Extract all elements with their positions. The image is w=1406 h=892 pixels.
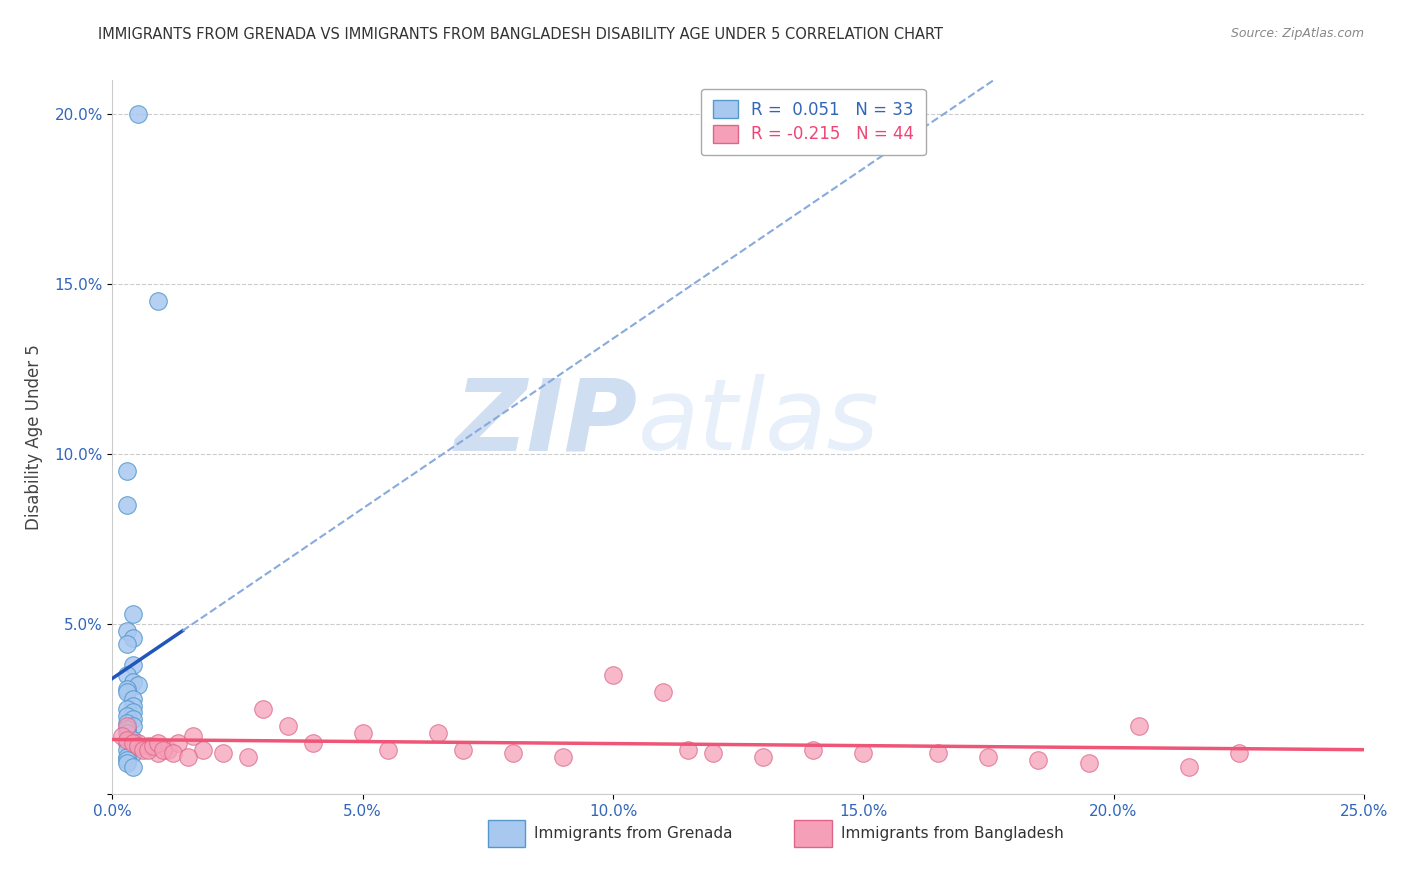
- Point: [117, 498, 139, 512]
- Point: [121, 674, 143, 689]
- Text: IMMIGRANTS FROM GRENADA VS IMMIGRANTS FROM BANGLADESH DISABILITY AGE UNDER 5 COR: IMMIGRANTS FROM GRENADA VS IMMIGRANTS FR…: [98, 27, 943, 42]
- Point: [117, 719, 139, 733]
- Point: [146, 294, 169, 309]
- Point: [977, 749, 1000, 764]
- Text: Immigrants from Bangladesh: Immigrants from Bangladesh: [841, 826, 1063, 841]
- Point: [146, 736, 169, 750]
- Point: [121, 736, 143, 750]
- Point: [127, 736, 149, 750]
- Text: atlas: atlas: [638, 375, 880, 471]
- Point: [852, 746, 875, 760]
- Point: [676, 742, 699, 756]
- Point: [252, 702, 274, 716]
- Point: [121, 706, 143, 720]
- Point: [121, 657, 143, 672]
- Point: [1077, 756, 1099, 771]
- Point: [152, 742, 174, 756]
- Text: ZIP: ZIP: [456, 375, 638, 471]
- Point: [191, 742, 214, 756]
- Point: [117, 715, 139, 730]
- Point: [121, 746, 143, 760]
- Point: [277, 719, 299, 733]
- Point: [121, 631, 143, 645]
- Point: [1227, 746, 1250, 760]
- FancyBboxPatch shape: [794, 821, 832, 847]
- Text: Source: ZipAtlas.com: Source: ZipAtlas.com: [1230, 27, 1364, 40]
- Point: [121, 607, 143, 621]
- Point: [117, 668, 139, 682]
- Point: [451, 742, 474, 756]
- Point: [551, 749, 574, 764]
- Point: [121, 719, 143, 733]
- Point: [117, 708, 139, 723]
- Point: [127, 739, 149, 754]
- Point: [156, 742, 179, 756]
- Point: [117, 753, 139, 767]
- Point: [127, 107, 149, 121]
- Point: [117, 723, 139, 737]
- Point: [752, 749, 775, 764]
- Text: Immigrants from Grenada: Immigrants from Grenada: [534, 826, 733, 841]
- Point: [502, 746, 524, 760]
- Point: [117, 624, 139, 638]
- Point: [117, 732, 139, 747]
- Point: [111, 729, 134, 743]
- Point: [301, 736, 323, 750]
- Point: [136, 742, 159, 756]
- Point: [146, 746, 169, 760]
- Point: [377, 742, 399, 756]
- Point: [702, 746, 724, 760]
- Point: [652, 685, 675, 699]
- Point: [141, 739, 163, 754]
- Point: [1028, 753, 1050, 767]
- Point: [121, 698, 143, 713]
- Point: [136, 739, 159, 754]
- Point: [927, 746, 949, 760]
- Legend: R =  0.051   N = 33, R = -0.215   N = 44: R = 0.051 N = 33, R = -0.215 N = 44: [702, 88, 925, 155]
- Point: [181, 729, 204, 743]
- Y-axis label: Disability Age Under 5: Disability Age Under 5: [25, 344, 44, 530]
- FancyBboxPatch shape: [488, 821, 526, 847]
- Point: [117, 702, 139, 716]
- Point: [801, 742, 824, 756]
- Point: [121, 760, 143, 774]
- Point: [131, 742, 153, 756]
- Point: [117, 736, 139, 750]
- Point: [166, 736, 188, 750]
- Point: [117, 725, 139, 739]
- Point: [117, 464, 139, 478]
- Point: [117, 756, 139, 771]
- Point: [176, 749, 198, 764]
- Point: [117, 742, 139, 756]
- Point: [1177, 760, 1199, 774]
- Point: [117, 637, 139, 651]
- Point: [602, 668, 624, 682]
- Point: [117, 749, 139, 764]
- Point: [127, 678, 149, 692]
- Point: [121, 732, 143, 747]
- Point: [426, 725, 449, 739]
- Point: [236, 749, 259, 764]
- Point: [117, 681, 139, 696]
- Point: [352, 725, 374, 739]
- Point: [211, 746, 233, 760]
- Point: [117, 685, 139, 699]
- Point: [121, 712, 143, 726]
- Point: [121, 691, 143, 706]
- Point: [162, 746, 184, 760]
- Point: [121, 739, 143, 754]
- Point: [1128, 719, 1150, 733]
